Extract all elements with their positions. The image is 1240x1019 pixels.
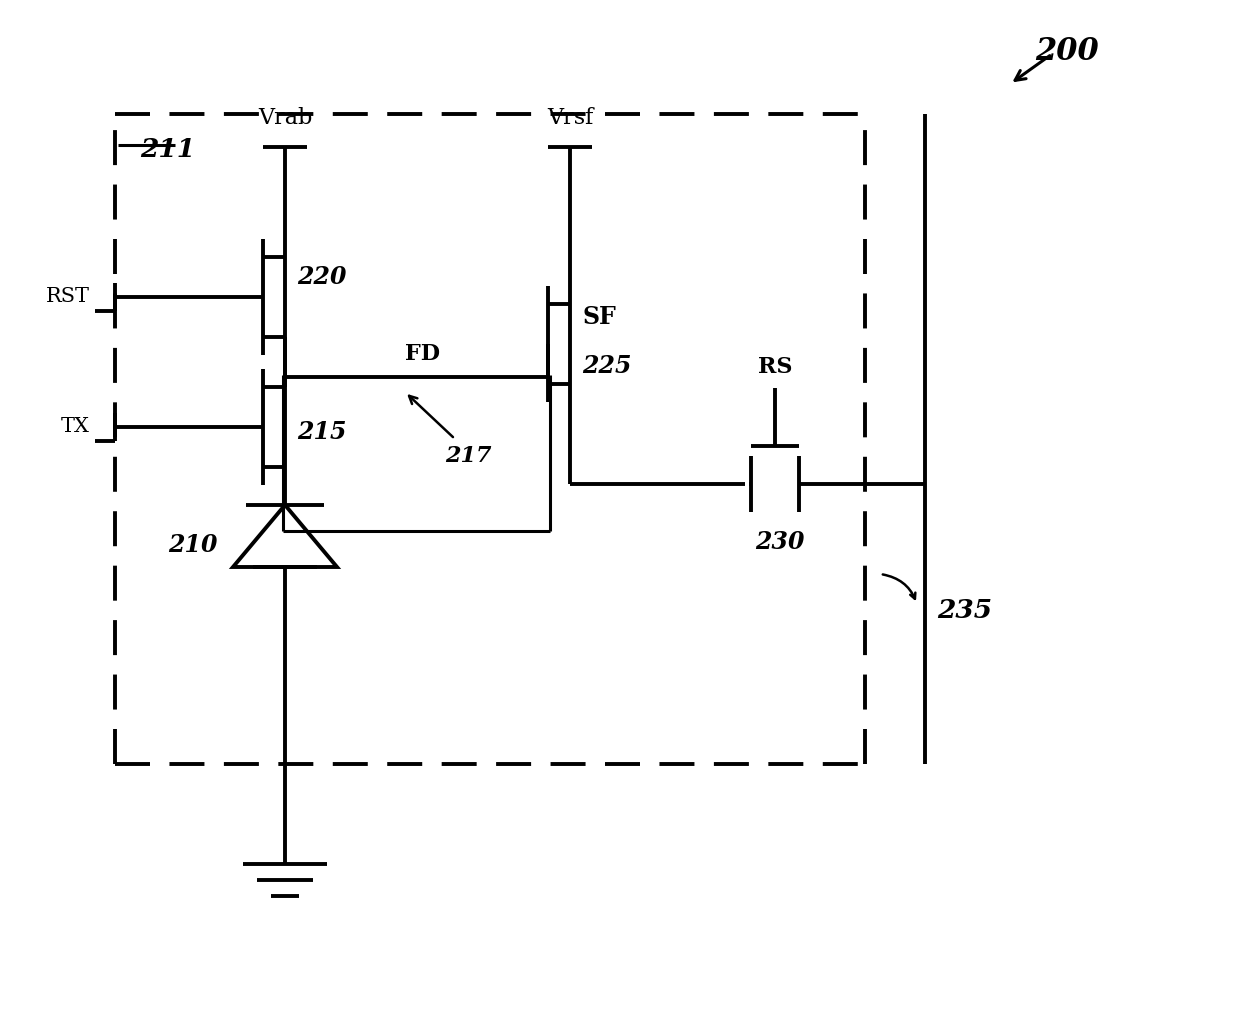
Text: 235: 235 [937, 598, 992, 624]
Text: RS: RS [758, 356, 792, 378]
Text: 215: 215 [298, 420, 346, 444]
Text: Vrab: Vrab [258, 107, 312, 129]
Text: FD: FD [405, 343, 440, 365]
Text: 211: 211 [140, 137, 195, 162]
Text: Vrsf: Vrsf [547, 107, 593, 129]
Text: 217: 217 [445, 445, 491, 467]
Text: 210: 210 [169, 533, 218, 557]
Text: 200: 200 [1035, 36, 1099, 66]
Text: 230: 230 [755, 530, 805, 554]
Text: 225: 225 [582, 354, 631, 378]
Text: RST: RST [46, 287, 91, 307]
Text: TX: TX [61, 418, 91, 436]
Text: 220: 220 [298, 265, 346, 289]
Text: SF: SF [582, 305, 616, 329]
